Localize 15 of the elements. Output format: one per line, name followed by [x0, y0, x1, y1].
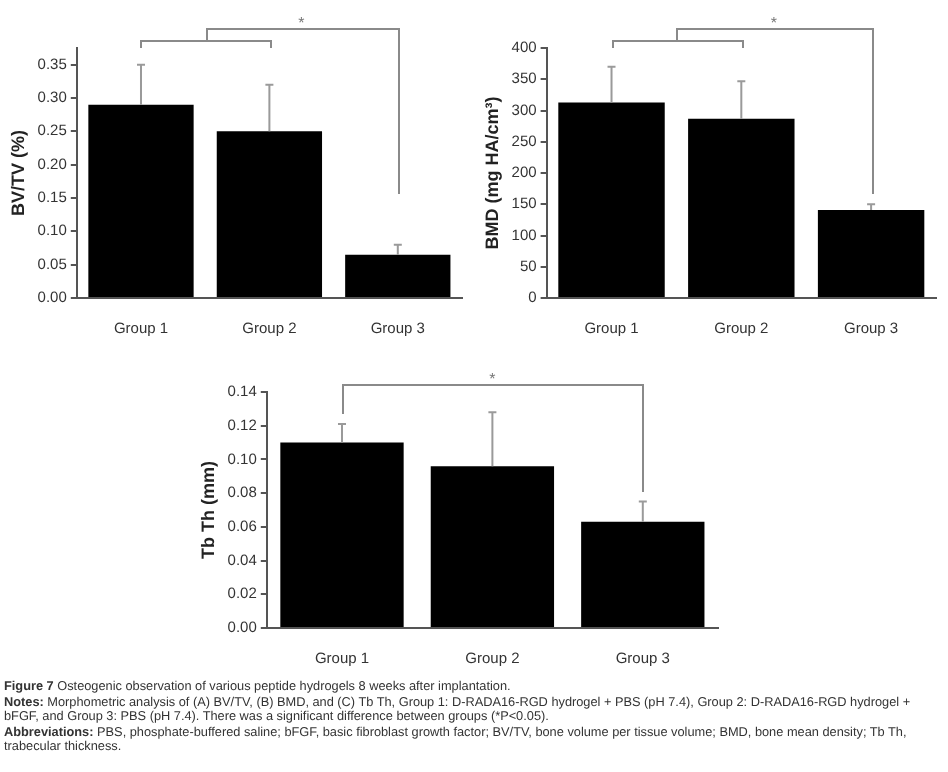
text: *: [770, 14, 777, 33]
bar: [688, 118, 795, 297]
y-axis-title: Tb Th (mm): [197, 461, 218, 559]
bar: [558, 102, 665, 297]
text: *: [298, 14, 305, 33]
bar: [345, 254, 451, 297]
bar: [88, 104, 194, 297]
bar: [817, 209, 925, 297]
y-axis-title: BMD (mg HA/cm³): [481, 96, 502, 250]
bar: [581, 521, 705, 627]
bar: [430, 466, 555, 627]
bar: [216, 131, 323, 297]
bar: [280, 442, 404, 627]
y-axis-title: BV/TV (%): [7, 129, 28, 217]
text: *: [489, 370, 496, 389]
